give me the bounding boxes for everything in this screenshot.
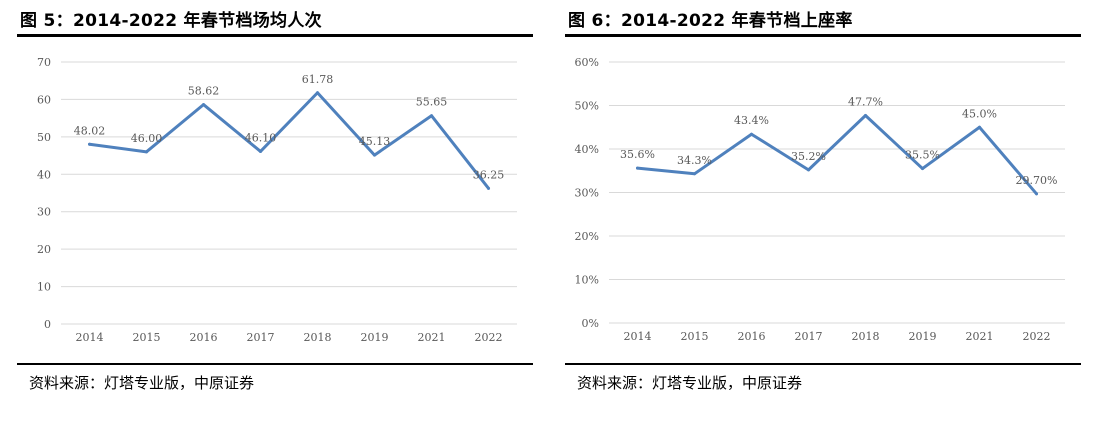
- data-label: 43.4%: [734, 114, 769, 127]
- data-label: 35.6%: [620, 148, 655, 161]
- occupancy-line-chart: 0% 10% 20% 30% 40% 50% 60% 2014 2015 2016 2017 2018…: [575, 56, 1065, 343]
- data-point: [430, 114, 433, 118]
- source-rule: [565, 363, 1081, 365]
- data-point: [316, 91, 319, 95]
- data-label: 46.10: [245, 131, 277, 144]
- data-point: [807, 168, 810, 172]
- data-label: 45.13: [359, 135, 391, 148]
- data-label: 46.00: [131, 132, 163, 145]
- data-label: 29.70%: [1016, 174, 1058, 187]
- title-rule: [17, 34, 533, 37]
- data-point: [1035, 192, 1038, 196]
- data-point: [373, 153, 376, 157]
- data-label: 61.78: [302, 73, 334, 86]
- x-tick-label: 2019: [361, 331, 389, 344]
- title-rule: [565, 34, 1081, 37]
- data-point: [693, 172, 696, 176]
- data-label: 58.62: [188, 85, 220, 98]
- y-tick-label: 10%: [575, 274, 599, 287]
- y-tick-label: 60: [37, 93, 51, 106]
- x-tick-label: 2017: [795, 330, 823, 343]
- data-label: 35.5%: [905, 149, 940, 162]
- y-tick-label: 40%: [575, 143, 599, 156]
- source-note: 资料来源：灯塔专业版，中原证券: [577, 374, 803, 392]
- source-rule: [17, 363, 533, 365]
- figure-title: 图 5：2014-2022 年春节档场均人次: [20, 11, 322, 31]
- source-note: 资料来源：灯塔专业版，中原证券: [29, 374, 255, 392]
- y-tick-label: 0%: [582, 317, 599, 330]
- data-point: [145, 150, 148, 154]
- x-tick-label: 2016: [190, 331, 218, 344]
- x-tick-label: 2021: [966, 330, 994, 343]
- data-label: 34.3%: [677, 154, 712, 167]
- figure-5-panel: 图 5：2014-2022 年春节档场均人次 0 10 20 30 40 50 60 70 20…: [17, 0, 533, 421]
- series-line: [636, 114, 1038, 196]
- x-tick-label: 2015: [681, 330, 709, 343]
- data-point: [636, 166, 639, 170]
- x-tick-label: 2016: [738, 330, 766, 343]
- x-tick-label: 2021: [418, 331, 446, 344]
- x-tick-label: 2022: [1023, 330, 1051, 343]
- y-tick-label: 60%: [575, 56, 599, 69]
- x-tick-label: 2019: [909, 330, 937, 343]
- y-tick-label: 50%: [575, 100, 599, 113]
- x-tick-label: 2014: [76, 331, 104, 344]
- data-point: [88, 142, 91, 146]
- y-tick-label: 10: [37, 281, 51, 294]
- y-tick-label: 0: [44, 318, 51, 331]
- data-point: [978, 125, 981, 129]
- attendance-line-chart: 0 10 20 30 40 50 60 70 2014 2015 2016 2017 2018 2019 2…: [37, 56, 517, 344]
- x-tick-label: 2018: [304, 331, 332, 344]
- x-tick-label: 2014: [624, 330, 652, 343]
- data-point: [487, 186, 490, 190]
- series-line: [88, 91, 490, 190]
- x-tick-label: 2015: [133, 331, 161, 344]
- x-tick-label: 2022: [475, 331, 503, 344]
- data-label: 35.2%: [791, 150, 826, 163]
- y-tick-label: 40: [37, 168, 51, 181]
- y-tick-label: 30: [37, 206, 51, 219]
- y-tick-label: 20%: [575, 230, 599, 243]
- data-point: [864, 114, 867, 118]
- figure-title: 图 6：2014-2022 年春节档上座率: [568, 11, 853, 31]
- x-tick-label: 2017: [247, 331, 275, 344]
- data-label: 47.7%: [848, 96, 883, 109]
- y-tick-label: 30%: [575, 187, 599, 200]
- data-label: 45.0%: [962, 107, 997, 120]
- data-label: 36.25: [473, 168, 505, 181]
- y-tick-label: 20: [37, 243, 51, 256]
- data-point: [750, 132, 753, 136]
- y-tick-label: 70: [37, 56, 51, 69]
- data-point: [921, 167, 924, 171]
- figure-6-panel: 图 6：2014-2022 年春节档上座率 0% 10% 20% 30% 40% 50% 6…: [565, 0, 1081, 421]
- data-label: 55.65: [416, 96, 448, 109]
- data-point: [259, 149, 262, 153]
- data-point: [202, 103, 205, 107]
- y-tick-label: 50: [37, 131, 51, 144]
- x-tick-label: 2018: [852, 330, 880, 343]
- data-label: 48.02: [74, 124, 106, 137]
